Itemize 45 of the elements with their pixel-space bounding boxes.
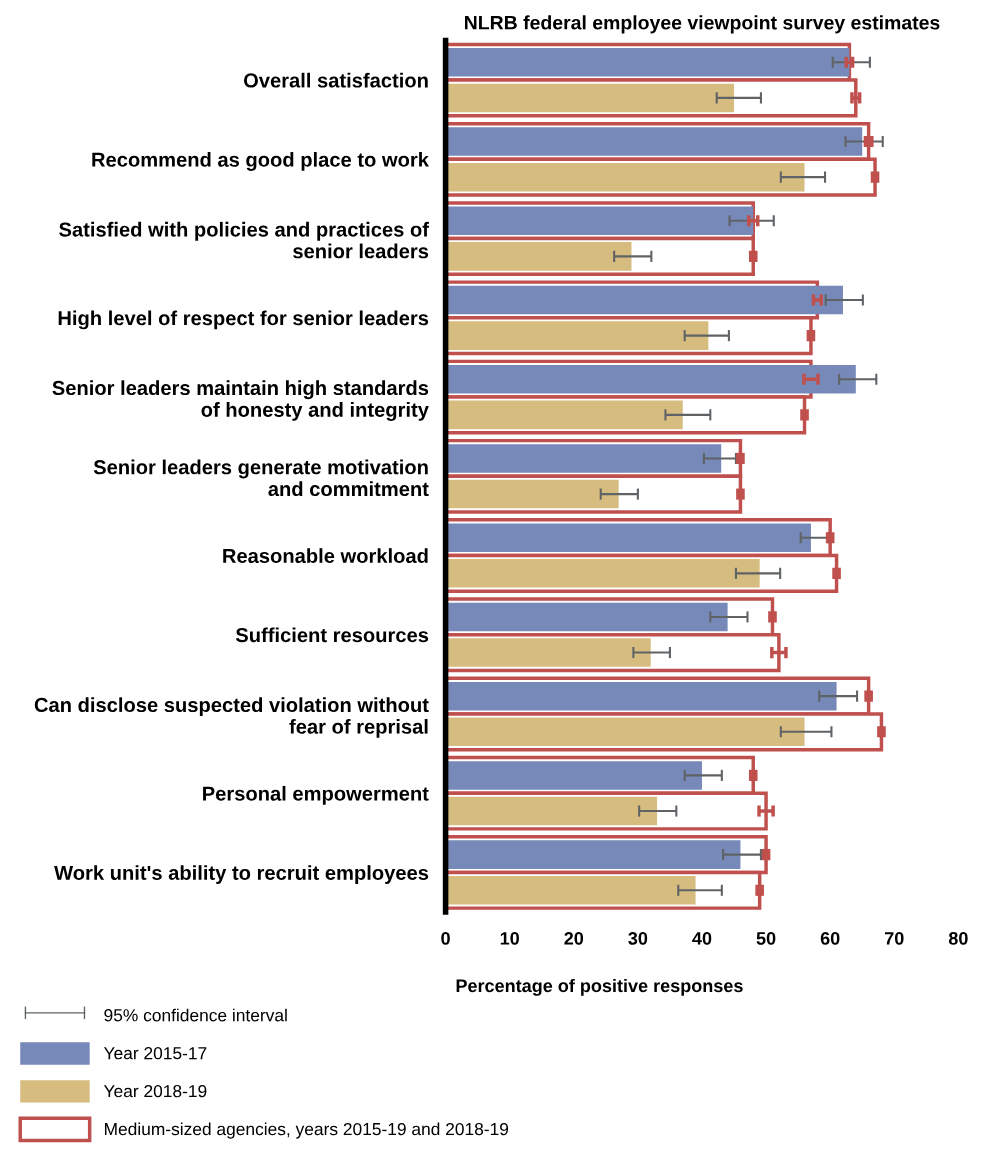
bar <box>445 523 811 552</box>
y-tick-label: Can disclose suspected violation without fear of reprisal <box>34 697 429 738</box>
x-tick-label: 50 <box>756 932 776 945</box>
y-tick-label: Reasonable workload <box>223 548 428 564</box>
bar <box>445 602 728 632</box>
bar <box>445 364 856 394</box>
y-tick-label: Sufficient resources <box>235 627 429 643</box>
bar <box>445 638 651 667</box>
y-tick-label: Recommend as good place to work <box>92 152 429 171</box>
legend-label: Year 2018-19 <box>103 1084 207 1098</box>
x-tick-label: 80 <box>948 932 968 945</box>
bar <box>445 285 843 315</box>
bar <box>445 321 709 350</box>
chart-title: NLRB federal employee viewpoint survey estimates <box>465 15 940 34</box>
y-tick-label: Senior leaders generate motivation and commitment <box>93 459 429 497</box>
y-tick-label: Work unit's ability to recruit employees <box>54 865 429 884</box>
y-tick-label: Overall satisfaction <box>243 72 428 88</box>
y-tick-label: Senior leaders maintain high standards of honesty and integrity <box>52 380 429 421</box>
y-tick-label: Satisfied with policies and practices of senior leaders <box>59 221 429 259</box>
bar <box>445 444 722 473</box>
y-tick-label: Personal empowerment <box>203 785 429 805</box>
bar <box>445 681 837 711</box>
legend-label: Medium-sized agencies, years 2015-19 and 2018-19 <box>104 1122 509 1139</box>
bar <box>445 162 805 192</box>
bar <box>445 796 658 826</box>
bar <box>445 242 632 271</box>
bar <box>445 717 805 747</box>
bar <box>445 400 683 430</box>
bar <box>445 840 741 869</box>
text: 95% confidence interval <box>104 1008 287 1022</box>
x-tick-label: 60 <box>820 932 840 945</box>
x-tick-label: 0 <box>441 932 450 945</box>
x-tick-label: 10 <box>500 932 519 945</box>
x-tick-label: 20 <box>564 932 584 945</box>
x-tick-label: 30 <box>628 932 648 945</box>
bar <box>445 559 760 588</box>
bar <box>445 479 619 509</box>
bar <box>445 761 702 790</box>
y-tick-label: High level of respect for senior leaders <box>58 310 429 330</box>
bar <box>445 876 696 905</box>
x-tick-label: 70 <box>885 932 904 945</box>
legend-label: Year 2015-17 <box>103 1047 207 1060</box>
bar <box>445 83 735 113</box>
x-axis-title: Percentage of positive responses <box>456 978 743 996</box>
x-tick-label: 40 <box>692 932 712 945</box>
